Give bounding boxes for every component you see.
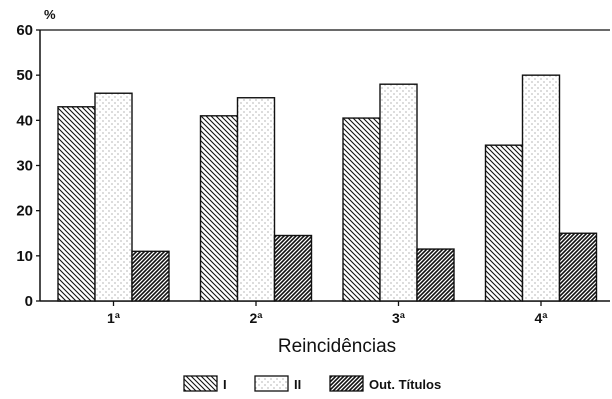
y-tick-label: 50 (16, 67, 33, 84)
legend-swatch-2 (254, 375, 289, 392)
bar-i-4 (484, 144, 524, 302)
bar-ii-4 (521, 74, 561, 302)
legend-swatch-3 (329, 375, 364, 392)
bar-ii-2 (236, 97, 276, 302)
bar-i-1 (57, 106, 96, 302)
y-tick-label: 40 (16, 112, 33, 129)
bar-i-3 (342, 117, 381, 302)
y-axis-unit-label: % (44, 7, 56, 22)
x-axis-title: Reincidências (278, 336, 396, 357)
bar-i-2 (199, 115, 239, 302)
y-tick-label: 10 (16, 248, 33, 265)
bar-out-t-tulos-4 (558, 232, 598, 302)
legend-label-2: II (294, 377, 301, 392)
y-tick-label: 30 (16, 158, 33, 175)
x-tick-label: 3ª (392, 310, 406, 326)
y-tick-label: 20 (16, 203, 33, 220)
x-tick-label: 4ª (535, 310, 549, 326)
bar-out-t-tulos-3 (416, 248, 455, 302)
x-tick-label: 2ª (250, 310, 264, 326)
bar-out-t-tulos-2 (273, 234, 313, 302)
legend-label-3: Out. Títulos (369, 377, 441, 392)
bar-out-t-tulos-1 (131, 250, 170, 302)
y-tick-label: 0 (25, 293, 33, 310)
y-tick-label: 60 (16, 22, 33, 39)
bar-ii-1 (94, 92, 133, 302)
legend-label-1: I (223, 377, 227, 392)
x-tick-label: 1ª (107, 310, 121, 326)
legend-swatch-1 (183, 375, 218, 392)
bar-ii-3 (379, 83, 418, 302)
